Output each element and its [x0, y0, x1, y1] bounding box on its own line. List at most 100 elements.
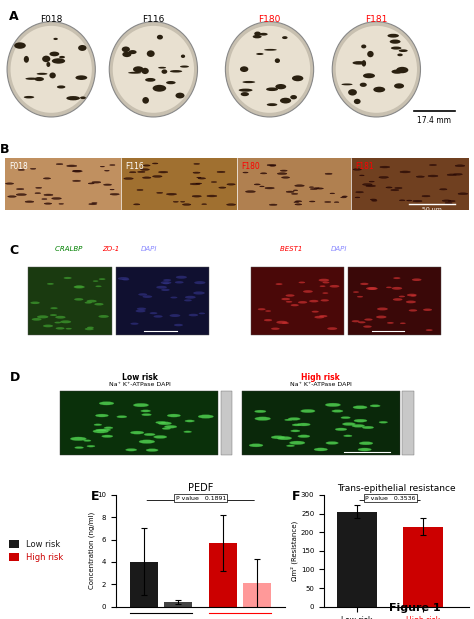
Ellipse shape [386, 187, 392, 188]
Ellipse shape [143, 165, 150, 166]
Ellipse shape [342, 423, 356, 425]
Ellipse shape [227, 184, 235, 185]
Text: 25 μm: 25 μm [152, 336, 169, 341]
Ellipse shape [267, 164, 276, 166]
Ellipse shape [30, 168, 36, 169]
Ellipse shape [353, 405, 367, 409]
Ellipse shape [207, 195, 217, 197]
Ellipse shape [298, 301, 307, 303]
Text: DAPI: DAPI [140, 246, 157, 252]
Ellipse shape [293, 190, 298, 191]
Ellipse shape [60, 320, 71, 323]
Ellipse shape [46, 62, 50, 67]
Ellipse shape [292, 424, 301, 426]
Ellipse shape [399, 50, 408, 52]
Ellipse shape [153, 176, 162, 177]
Ellipse shape [319, 285, 326, 287]
Ellipse shape [454, 173, 462, 175]
Ellipse shape [286, 445, 294, 447]
Ellipse shape [190, 183, 200, 185]
Text: DAPI: DAPI [331, 246, 347, 252]
Ellipse shape [182, 204, 191, 206]
Ellipse shape [85, 301, 92, 304]
Ellipse shape [122, 46, 130, 52]
Ellipse shape [24, 96, 34, 98]
Text: D: D [9, 371, 19, 384]
Ellipse shape [322, 282, 329, 284]
Text: F116: F116 [142, 14, 164, 24]
Ellipse shape [348, 89, 357, 95]
Ellipse shape [113, 26, 194, 113]
Ellipse shape [458, 193, 468, 194]
Ellipse shape [260, 173, 267, 174]
Ellipse shape [282, 322, 289, 324]
Ellipse shape [185, 420, 194, 422]
Ellipse shape [144, 433, 155, 436]
Ellipse shape [442, 200, 451, 202]
Ellipse shape [317, 188, 323, 189]
Ellipse shape [99, 278, 105, 280]
Ellipse shape [326, 441, 338, 444]
Ellipse shape [198, 415, 213, 418]
Ellipse shape [211, 181, 217, 183]
Ellipse shape [260, 186, 264, 187]
Text: 25 μm: 25 μm [379, 336, 397, 341]
Ellipse shape [255, 410, 266, 413]
FancyBboxPatch shape [221, 391, 232, 455]
Ellipse shape [310, 187, 314, 188]
Ellipse shape [372, 200, 377, 201]
Ellipse shape [275, 84, 286, 89]
Ellipse shape [158, 422, 172, 425]
Y-axis label: Ωm² (Resistance): Ωm² (Resistance) [291, 521, 298, 581]
Ellipse shape [407, 293, 417, 297]
FancyBboxPatch shape [116, 267, 209, 335]
Ellipse shape [267, 103, 277, 106]
Ellipse shape [299, 282, 305, 284]
Ellipse shape [341, 84, 353, 85]
Ellipse shape [100, 166, 104, 167]
Ellipse shape [379, 422, 388, 423]
Ellipse shape [335, 428, 347, 431]
Text: Na⁺ K⁺-ATPase DAPI: Na⁺ K⁺-ATPase DAPI [290, 382, 352, 387]
Ellipse shape [399, 296, 405, 297]
Ellipse shape [155, 422, 166, 423]
Ellipse shape [163, 279, 171, 281]
Ellipse shape [138, 293, 147, 296]
FancyBboxPatch shape [348, 267, 441, 335]
Ellipse shape [196, 183, 201, 184]
Ellipse shape [184, 431, 191, 433]
Ellipse shape [363, 73, 375, 78]
Ellipse shape [319, 279, 329, 282]
Ellipse shape [386, 287, 392, 288]
Ellipse shape [407, 200, 412, 201]
Ellipse shape [360, 83, 367, 87]
Ellipse shape [10, 26, 92, 113]
Text: C: C [9, 244, 18, 257]
Ellipse shape [370, 199, 376, 200]
Ellipse shape [140, 169, 149, 170]
Ellipse shape [25, 201, 34, 202]
Ellipse shape [99, 315, 109, 318]
Ellipse shape [55, 322, 61, 324]
Text: P value   0.1891: P value 0.1891 [175, 496, 226, 501]
Ellipse shape [374, 87, 385, 92]
Ellipse shape [295, 201, 302, 202]
Ellipse shape [104, 426, 113, 429]
Text: E: E [91, 490, 99, 503]
Ellipse shape [129, 171, 136, 173]
Ellipse shape [176, 275, 187, 279]
Ellipse shape [141, 68, 149, 74]
Ellipse shape [162, 69, 167, 74]
Ellipse shape [241, 92, 249, 96]
Ellipse shape [7, 22, 95, 117]
Ellipse shape [280, 170, 287, 171]
Text: F018: F018 [9, 162, 28, 171]
Ellipse shape [445, 202, 452, 204]
Ellipse shape [360, 175, 364, 176]
Ellipse shape [428, 175, 438, 177]
Text: F018: F018 [40, 14, 63, 24]
Ellipse shape [163, 282, 169, 284]
Ellipse shape [362, 426, 374, 429]
Ellipse shape [353, 61, 365, 64]
Title: Trans-epithelial resistance: Trans-epithelial resistance [337, 484, 456, 493]
